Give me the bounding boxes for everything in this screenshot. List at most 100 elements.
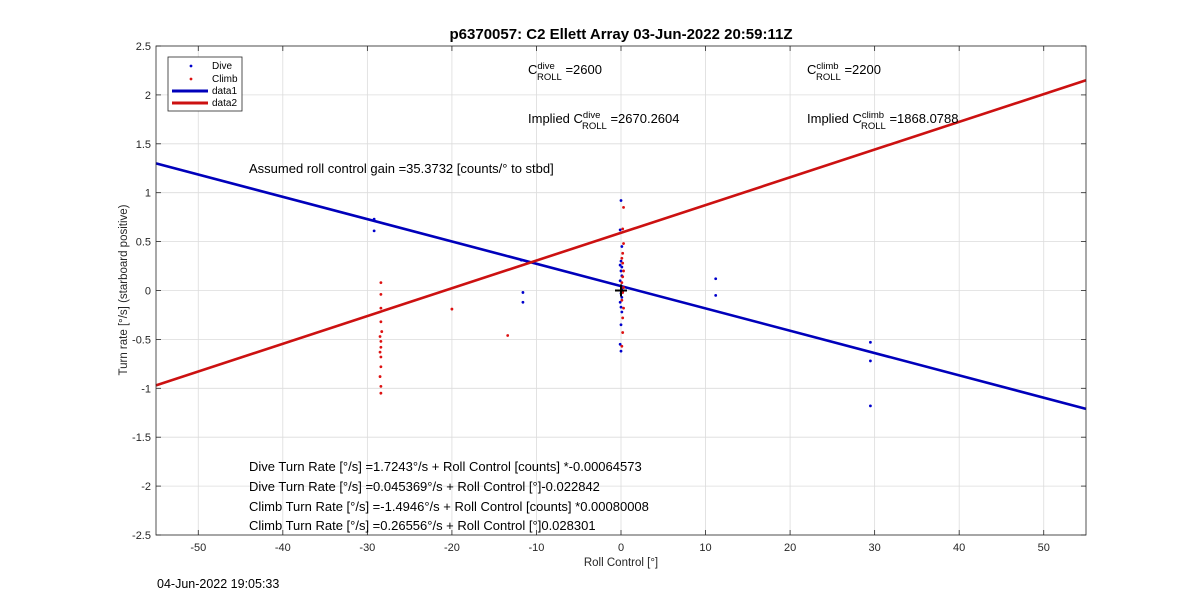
point-dive xyxy=(620,310,624,314)
point-climb xyxy=(622,242,625,245)
x-tick-label: -50 xyxy=(190,542,206,554)
annotation-gain: Assumed roll control gain =35.3732 [coun… xyxy=(249,161,554,176)
y-tick-label: 2.5 xyxy=(136,41,151,53)
y-tick-label: 0 xyxy=(145,286,151,298)
point-climb xyxy=(621,316,625,320)
point-dive xyxy=(869,359,872,363)
fit-line-data2 xyxy=(155,78,1087,387)
legend: Dive Climb data1 data2 xyxy=(167,56,243,112)
plot-frame xyxy=(155,45,1087,536)
point-climb xyxy=(379,306,383,310)
point-climb xyxy=(621,251,625,255)
point-climb xyxy=(620,256,624,260)
y-axis-label: Turn rate [°/s] (starboard positive) xyxy=(118,204,130,375)
point-climb xyxy=(506,334,510,337)
point-climb xyxy=(620,344,624,348)
point-climb xyxy=(622,286,625,289)
annotation-eq4: Climb Turn Rate [°/s] =0.26556°/s + Roll… xyxy=(249,518,596,533)
point-dive xyxy=(869,340,872,344)
point-climb xyxy=(622,306,625,310)
point-climb xyxy=(379,320,383,324)
point-climb xyxy=(621,331,625,334)
point-climb xyxy=(450,307,454,311)
annotation-implied-dive: Implied Cdive ROLL =2670.2604 xyxy=(528,110,679,132)
point-climb xyxy=(379,355,383,359)
x-tick-label: 10 xyxy=(699,542,711,554)
annotation-c-climb: Cclimb ROLL =2200 xyxy=(807,61,881,83)
origin-plus-marker xyxy=(615,284,627,297)
x-tick-label: 30 xyxy=(869,542,881,554)
point-climb xyxy=(379,281,383,285)
annotation-eq2: Dive Turn Rate [°/s] =0.045369°/s + Roll… xyxy=(249,479,600,494)
point-dive xyxy=(619,269,623,273)
chart-title: p6370057: C2 Ellett Array 03-Jun-2022 20… xyxy=(450,26,793,43)
x-tick-label: -20 xyxy=(444,542,460,554)
y-tick-label: -2 xyxy=(141,481,151,493)
point-dive xyxy=(714,277,718,281)
y-axis-ticks: -2.5 -2 -1.5 -1 -0.5 0 0.5 1 1.5 2 2.5 xyxy=(132,41,1086,542)
point-dive xyxy=(620,245,624,248)
point-dive xyxy=(869,404,872,408)
annotation-eq3: Climb Turn Rate [°/s] =-1.4946°/s + Roll… xyxy=(249,499,649,514)
point-dive xyxy=(618,263,622,267)
x-tick-label: 0 xyxy=(618,542,624,554)
point-dive xyxy=(618,228,622,232)
point-dive xyxy=(619,323,623,327)
point-dive xyxy=(620,295,624,299)
point-dive xyxy=(618,279,622,283)
y-tick-label: 2 xyxy=(145,90,151,102)
point-climb xyxy=(620,298,624,302)
y-tick-label: 0.5 xyxy=(136,237,151,249)
annotation-eq1: Dive Turn Rate [°/s] =1.7243°/s + Roll C… xyxy=(249,459,642,474)
y-tick-label: -1.5 xyxy=(132,432,151,444)
point-climb xyxy=(379,365,383,369)
x-axis-label: Roll Control [°] xyxy=(584,557,658,569)
legend-dive-marker xyxy=(189,64,193,68)
x-tick-label: 40 xyxy=(953,542,965,554)
point-climb xyxy=(379,345,383,349)
point-climb xyxy=(379,293,383,296)
x-axis-ticks: -50 -40 -30 -20 -10 0 10 20 30 40 50 xyxy=(190,46,1050,554)
point-dive xyxy=(619,199,623,202)
point-dive xyxy=(714,293,718,297)
point-climb xyxy=(378,350,382,354)
x-tick-label: -10 xyxy=(529,542,545,554)
y-tick-label: -1 xyxy=(141,383,151,395)
y-tick-label: 1 xyxy=(145,188,151,200)
legend-climb-marker xyxy=(189,77,193,81)
point-climb xyxy=(622,205,625,209)
point-dive xyxy=(372,217,376,221)
point-climb xyxy=(622,269,625,273)
point-dive xyxy=(619,349,623,353)
point-climb xyxy=(379,339,383,343)
point-dive xyxy=(619,259,623,263)
point-dive xyxy=(618,342,622,346)
point-dive xyxy=(519,258,523,262)
point-dive xyxy=(620,265,624,269)
point-climb xyxy=(621,275,625,279)
annotation-c-dive: Cdive ROLL =2600 xyxy=(528,61,602,83)
x-tick-label: 20 xyxy=(784,542,796,554)
y-tick-label: 1.5 xyxy=(136,139,151,151)
legend-data2-label: data2 xyxy=(212,98,237,109)
legend-climb-label: Climb xyxy=(212,74,238,85)
legend-dive-label: Dive xyxy=(212,61,232,72)
point-dive xyxy=(618,300,622,304)
point-dive xyxy=(372,229,376,233)
x-tick-label: -30 xyxy=(359,542,375,554)
legend-data1-label: data1 xyxy=(212,86,237,97)
point-climb xyxy=(621,227,625,231)
point-climb xyxy=(380,330,384,333)
point-climb xyxy=(378,375,382,378)
point-climb xyxy=(379,391,383,395)
point-dive xyxy=(521,291,525,294)
y-tick-label: -2.5 xyxy=(132,530,151,542)
x-tick-label: 50 xyxy=(1038,542,1050,554)
point-climb xyxy=(621,261,625,265)
point-dive xyxy=(619,305,623,309)
point-climb xyxy=(379,384,383,388)
y-tick-label: -0.5 xyxy=(132,334,151,346)
footer-timestamp: 04-Jun-2022 19:05:33 xyxy=(157,577,280,591)
point-climb xyxy=(620,281,624,285)
